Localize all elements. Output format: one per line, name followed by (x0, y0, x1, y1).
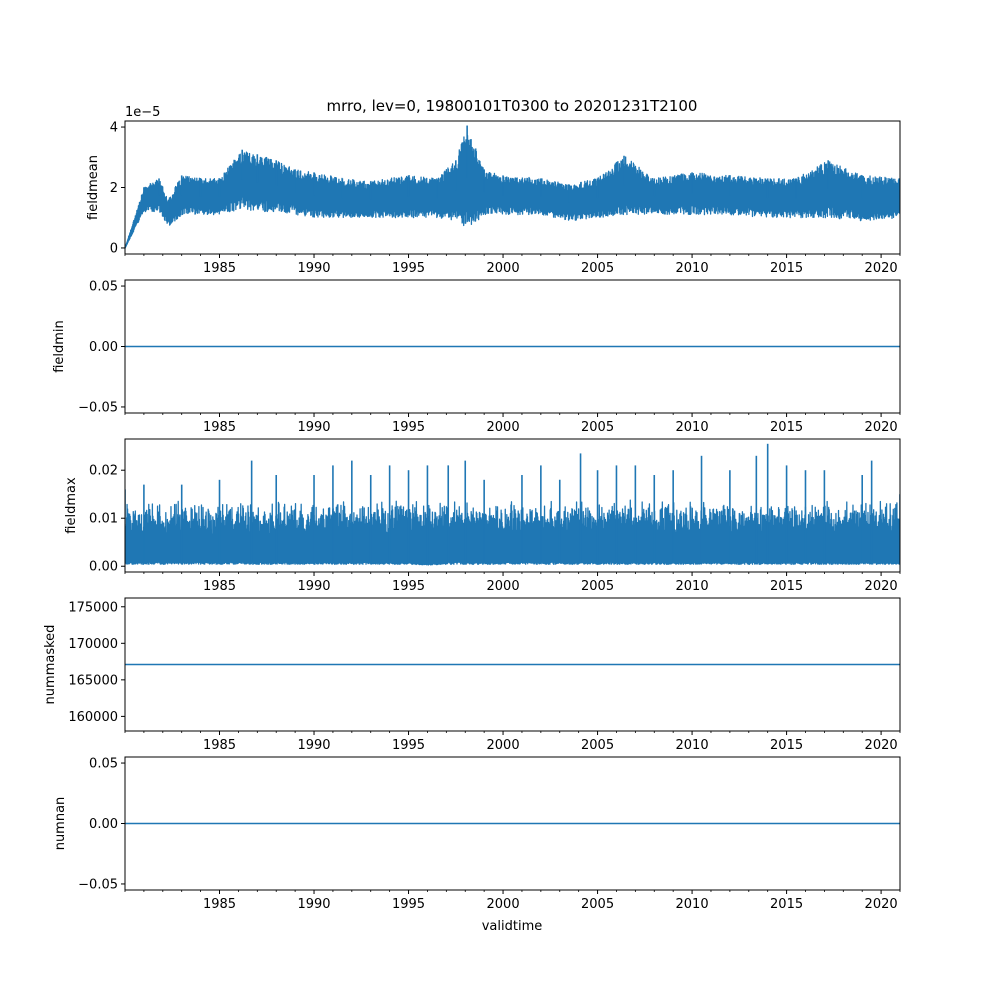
subplot-nummasked: 1985 1990 1995 2000 2005 2010 2015 202016000016… (43, 597, 901, 753)
x-tick-label: 2010 (676, 579, 709, 594)
x-tick-label: 1990 (297, 579, 330, 594)
subplot-fieldmin: 1985 1990 1995 2000 2005 2010 2015 2020 −0.05 0.0… (52, 279, 901, 435)
fieldmean-line (125, 134, 900, 249)
x-tick-label: 2005 (581, 738, 614, 753)
fieldmin-x-axis: 1985 1990 1995 2000 2005 2010 2015 2020 (124, 413, 901, 435)
x-tick-label: 1985 (203, 897, 236, 912)
x-tick-label: 2020 (865, 579, 898, 594)
fieldmean-peaks (143, 125, 900, 214)
y-tick-label: 2 (110, 181, 118, 196)
x-axis-label: validtime (482, 919, 543, 934)
x-tick-label: 1995 (392, 579, 425, 594)
nummasked-y-label: nummasked (43, 625, 58, 705)
subplot-stack: 1985 1990 1995 2000 2005 2010 2015 2020 0 2 4 field… (43, 105, 901, 912)
y-tick-label: −0.05 (78, 877, 118, 892)
nummasked-x-axis: 1985 1990 1995 2000 2005 2010 2015 2020 (124, 731, 901, 753)
x-tick-label: 1990 (297, 420, 330, 435)
y-tick-label: 0.00 (89, 560, 118, 575)
x-tick-label: 2010 (676, 261, 709, 276)
x-tick-label: 1990 (297, 897, 330, 912)
fieldmax-x-axis: 1985 1990 1995 2000 2005 2010 2015 2020 (124, 572, 901, 594)
y-tick-label: 0.05 (89, 757, 118, 772)
fieldmax-series-group (125, 443, 900, 566)
nummasked-y-axis: 160000 165000 170000 175000 (68, 600, 125, 725)
y-tick-label: 175000 (68, 600, 118, 615)
x-tick-label: 1990 (297, 261, 330, 276)
y-tick-label: 0.00 (89, 340, 118, 355)
x-tick-label: 2005 (581, 420, 614, 435)
x-tick-label: 1985 (203, 261, 236, 276)
x-tick-label: 1995 (392, 738, 425, 753)
y-tick-label: 165000 (68, 673, 118, 688)
x-tick-label: 1985 (203, 420, 236, 435)
x-tick-label: 2000 (487, 420, 520, 435)
fieldmean-y-label: fieldmean (86, 155, 101, 220)
x-tick-label: 2010 (676, 897, 709, 912)
fieldmin-y-axis: −0.05 0.00 0.05 (78, 280, 125, 415)
y-tick-label: 0.05 (89, 280, 118, 295)
y-tick-label: 4 (110, 121, 118, 136)
numnan-x-axis: 1985 1990 1995 2000 2005 2010 2015 2020 (124, 890, 901, 912)
y-tick-label: −0.05 (78, 400, 118, 415)
subplot-fieldmean: 1985 1990 1995 2000 2005 2010 2015 2020 0 2 4 field… (86, 105, 901, 276)
fieldmean-x-axis: 1985 1990 1995 2000 2005 2010 2015 2020 (124, 254, 901, 276)
fieldmean-series-group (125, 125, 900, 249)
x-tick-label: 2000 (487, 261, 520, 276)
x-tick-label: 2020 (865, 261, 898, 276)
x-tick-label: 1985 (203, 579, 236, 594)
x-tick-label: 2005 (581, 579, 614, 594)
x-tick-label: 2015 (770, 579, 803, 594)
x-tick-label: 2005 (581, 261, 614, 276)
fieldmax-line (125, 499, 900, 566)
x-tick-label: 2010 (676, 738, 709, 753)
fieldmax-y-label: fieldmax (64, 477, 79, 534)
fieldmean-offset-label: 1e−5 (125, 105, 160, 120)
figure-title: mrro, lev=0, 19800101T0300 to 20201231T2… (327, 97, 698, 115)
x-tick-label: 2015 (770, 420, 803, 435)
x-tick-label: 1995 (392, 420, 425, 435)
y-tick-label: 0.02 (89, 464, 118, 479)
x-tick-label: 2005 (581, 897, 614, 912)
x-tick-label: 1990 (297, 738, 330, 753)
x-tick-label: 2015 (770, 897, 803, 912)
numnan-y-axis: −0.05 0.00 0.05 (78, 757, 125, 892)
x-tick-label: 2020 (865, 738, 898, 753)
nummasked-axes-frame (124, 597, 901, 732)
x-tick-label: 2015 (770, 261, 803, 276)
x-tick-label: 2020 (865, 420, 898, 435)
x-tick-label: 1995 (392, 897, 425, 912)
x-tick-label: 1985 (203, 738, 236, 753)
y-tick-label: 0.00 (89, 817, 118, 832)
subplot-fieldmax: 1985 1990 1995 2000 2005 2010 2015 2020 0.00 0.01… (64, 438, 901, 594)
y-tick-label: 0.01 (89, 512, 118, 527)
x-tick-label: 2010 (676, 420, 709, 435)
x-tick-label: 2015 (770, 738, 803, 753)
y-tick-label: 0 (110, 241, 118, 256)
y-tick-label: 160000 (68, 710, 118, 725)
subplot-numnan: 1985 1990 1995 2000 2005 2010 2015 2020 −0.05 0.0… (53, 756, 901, 912)
x-tick-label: 2000 (487, 579, 520, 594)
fieldmax-axes-frame (124, 438, 901, 573)
x-tick-label: 2020 (865, 897, 898, 912)
fieldmax-y-axis: 0.00 0.01 0.02 (89, 464, 125, 575)
x-tick-label: 2000 (487, 897, 520, 912)
fieldmax-peaks (125, 443, 900, 564)
x-tick-label: 2000 (487, 738, 520, 753)
numnan-y-label: numnan (53, 797, 68, 851)
x-tick-label: 1995 (392, 261, 425, 276)
y-tick-label: 170000 (68, 637, 118, 652)
fieldmin-y-label: fieldmin (52, 320, 67, 373)
fieldmean-y-axis: 0 2 4 (110, 121, 125, 256)
